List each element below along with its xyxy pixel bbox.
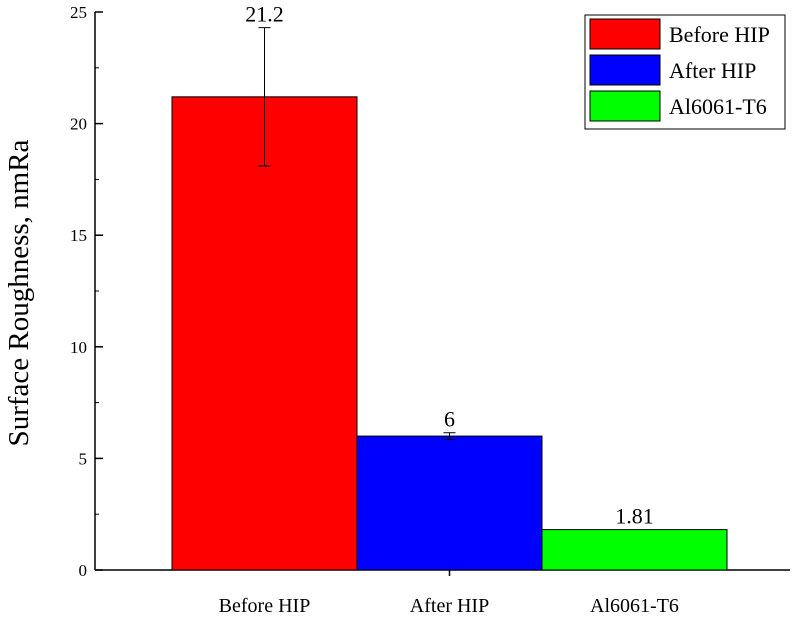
- y-tick-label: 10: [70, 338, 87, 357]
- x-axis: Before HIP After HIP Al6061-T6: [219, 570, 679, 617]
- data-label: 1.81: [615, 504, 654, 529]
- y-axis: 0 5 10 15 20 25: [70, 3, 103, 580]
- legend-swatch: [590, 91, 660, 121]
- data-label: 21.2: [245, 2, 284, 27]
- x-category-label: After HIP: [410, 595, 489, 617]
- y-tick-label: 15: [70, 226, 87, 245]
- x-category-label: Al6061-T6: [590, 595, 679, 617]
- bar-after-hip: [357, 436, 542, 570]
- y-tick-label: 0: [79, 561, 88, 580]
- bar-before-hip: [172, 97, 357, 570]
- legend-label: Al6061-T6: [669, 94, 767, 119]
- bar-al6061-t6: [542, 530, 727, 570]
- legend-label: After HIP: [669, 58, 756, 83]
- legend-label: Before HIP: [669, 22, 770, 47]
- y-tick-label: 25: [70, 3, 87, 22]
- data-label: 6: [444, 407, 455, 432]
- bars: [172, 97, 727, 570]
- x-category-label: Before HIP: [219, 595, 311, 617]
- legend-swatch: [590, 19, 660, 49]
- y-tick-label: 5: [79, 449, 88, 468]
- y-axis-label: Surface Roughness, nmRa: [3, 139, 35, 446]
- legend: Before HIP After HIP Al6061-T6: [585, 15, 785, 129]
- y-tick-label: 20: [70, 115, 87, 134]
- legend-swatch: [590, 55, 660, 85]
